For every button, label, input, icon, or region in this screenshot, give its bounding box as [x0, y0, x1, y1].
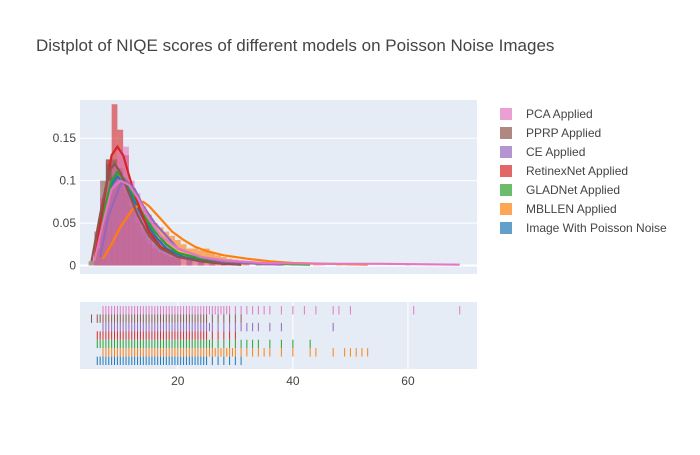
y-tick-label: 0.1 — [59, 174, 76, 188]
hist-bar — [100, 197, 106, 266]
histogram-y-tick-labels: 0 0.05 0.1 0.15 — [53, 131, 77, 272]
legend-swatch — [500, 146, 512, 158]
hist-bar — [186, 257, 193, 266]
rug-plot-area — [80, 302, 477, 369]
legend-label: Image With Poisson Noise — [526, 221, 667, 235]
legend-item[interactable]: Image With Poisson Noise — [500, 221, 667, 235]
hist-bar — [197, 260, 204, 266]
kde-line — [102, 200, 368, 266]
chart-title: Distplot of NIQE scores of different mod… — [36, 36, 554, 55]
kde-curves — [90, 144, 460, 266]
legend-label: PCA Applied — [526, 107, 593, 121]
hist-bar — [123, 146, 129, 266]
y-tick-label: 0 — [69, 259, 76, 273]
hist-bar — [203, 261, 210, 266]
hist-bar — [117, 150, 124, 266]
legend-item[interactable]: CE Applied — [500, 145, 585, 159]
rug-marks — [91, 306, 461, 365]
hist-bar — [255, 264, 262, 266]
legend-swatch — [500, 165, 512, 177]
hist-bar — [169, 248, 175, 266]
kde-line — [93, 179, 460, 266]
rug-panel: 20 40 60 — [80, 302, 477, 388]
legend-swatch — [500, 203, 512, 215]
legend-label: CE Applied — [526, 145, 585, 159]
hist-bar — [140, 206, 147, 266]
y-tick-label: 0.15 — [53, 131, 77, 145]
x-tick-label: 60 — [401, 374, 415, 388]
hist-bar — [111, 163, 118, 266]
hist-bar — [151, 231, 158, 266]
x-tick-labels: 20 40 60 — [171, 374, 415, 388]
legend-label: RetinexNet Applied — [526, 164, 628, 178]
hist-bar — [163, 244, 170, 266]
legend-item[interactable]: PPRP Applied — [500, 126, 601, 140]
hist-bar — [243, 263, 250, 266]
hist-bar — [134, 193, 141, 266]
hist-bar — [157, 240, 164, 266]
hist-bar — [313, 264, 319, 266]
legend-label: MBLLEN Applied — [526, 202, 617, 216]
legend-swatch — [500, 127, 512, 139]
hist-bar — [209, 262, 216, 266]
hist-bar — [180, 255, 187, 266]
legend-item[interactable]: PCA Applied — [500, 107, 593, 121]
legend-label: GLADNet Applied — [526, 183, 620, 197]
x-tick-label: 40 — [286, 374, 300, 388]
legend-item[interactable]: RetinexNet Applied — [500, 164, 628, 178]
hist-bar — [105, 180, 112, 266]
legend-label: PPRP Applied — [526, 126, 601, 140]
hist-bar — [192, 258, 198, 266]
hist-bar — [88, 261, 95, 266]
kde-line — [99, 179, 282, 266]
hist-bar — [318, 264, 325, 266]
legend[interactable]: PCA Applied PPRP Applied CE Applied Retinex… — [500, 107, 667, 235]
legend-swatch — [500, 108, 512, 120]
histogram-panel: 0 0.05 0.1 0.15 — [53, 100, 477, 274]
hist-bar — [128, 180, 135, 266]
legend-swatch — [500, 222, 512, 234]
kde-line — [90, 161, 242, 266]
legend-swatch — [500, 184, 512, 196]
y-tick-label: 0.05 — [53, 216, 77, 230]
hist-bar — [146, 218, 152, 266]
x-tick-label: 20 — [171, 374, 185, 388]
legend-item[interactable]: GLADNet Applied — [500, 183, 620, 197]
hist-bar — [174, 252, 181, 266]
legend-item[interactable]: MBLLEN Applied — [500, 202, 617, 216]
